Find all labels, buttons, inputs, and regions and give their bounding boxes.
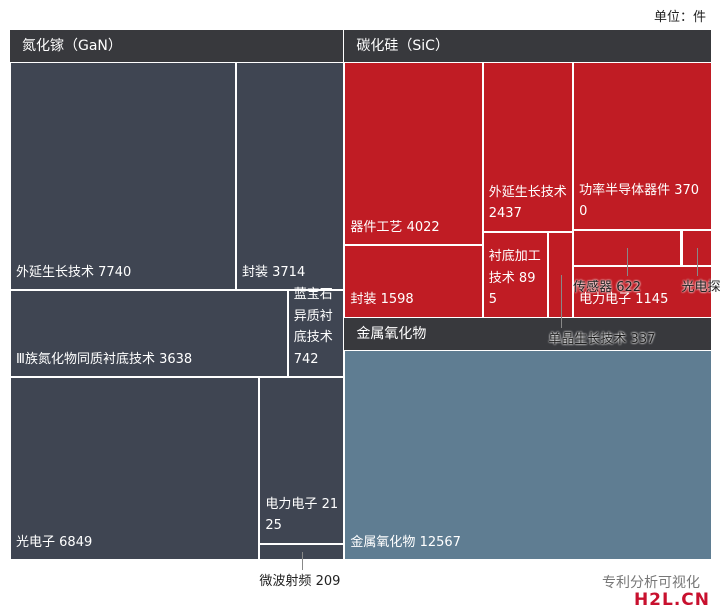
treemap-cell: 电力电子 1145	[573, 265, 712, 318]
cell-name: 传感器	[573, 279, 613, 295]
watermark: 专利分析可视化	[602, 575, 700, 591]
cell-name: 封装	[241, 264, 268, 280]
group-header: 金属氧化物	[344, 317, 712, 350]
group-header: 氮化镓（GaN）	[10, 30, 345, 62]
cell-value: 2125	[265, 496, 339, 534]
treemap-cell: 外延生长技术 2437	[482, 62, 574, 232]
cell-value: 895	[488, 270, 536, 308]
cell-value: 209	[315, 574, 341, 589]
cell-name: 光电子	[16, 534, 56, 550]
cell-label: 光电子 6849	[16, 532, 254, 553]
cell-name: 电力电子	[265, 496, 318, 512]
logo: H2L.CN	[633, 590, 710, 610]
cell-value: 3714	[272, 264, 306, 280]
treemap-cell: Ⅲ族氮化物同质衬底技术 3638	[10, 290, 288, 378]
treemap-cell: 电力电子 2125	[259, 377, 345, 544]
leader-line	[627, 247, 629, 276]
group-header: 碳化硅（SiC）	[344, 30, 712, 62]
treemap-cell: 封装 1598	[344, 245, 483, 318]
cell-value: 3638	[159, 351, 193, 367]
treemap-cell: 蓝宝石异质衬底技术 742	[287, 287, 345, 378]
cell-label: Ⅲ族氮化物同质衬底技术 3638	[16, 349, 283, 370]
cell-label: 电力电子 1145	[579, 289, 707, 310]
cell-label: 外延生长技术 2437	[489, 182, 568, 225]
cell-value: 1145	[635, 292, 669, 308]
treemap-cell: 封装 3714	[235, 62, 345, 290]
cell-label: 光电探测器 175	[682, 276, 720, 295]
cell-name: 单晶生长技术	[548, 331, 627, 347]
cell-label: 器件工艺 4022	[350, 217, 477, 238]
cell-value: 337	[630, 331, 656, 347]
treemap-cell: 金属氧化物 12567	[344, 349, 712, 560]
cell-value: 12567	[419, 534, 461, 550]
group: 氮化镓（GaN）	[10, 30, 345, 560]
cell-label: 功率半导体器件 3700	[579, 180, 707, 223]
treemap-cell	[573, 229, 682, 266]
treemap-cell: 外延生长技术 7740	[10, 62, 236, 290]
cell-label: 单晶生长技术 337	[548, 328, 655, 347]
cell-name: 电力电子	[579, 292, 632, 308]
cell-label: 传感器 622	[573, 276, 641, 295]
leader-line	[301, 551, 303, 570]
cell-label: 衬底加工技术 895	[489, 246, 544, 310]
leader-line	[560, 274, 562, 328]
cell-label: 外延生长技术 7740	[16, 262, 231, 283]
cell-label: 微波射频 209	[259, 570, 340, 589]
cell-label: 蓝宝石异质衬底技术 742	[294, 284, 340, 370]
group: 碳化硅（SiC）	[344, 30, 712, 318]
cell-value: 742	[293, 351, 319, 367]
cell-name: 封装	[350, 292, 377, 308]
cell-label: 金属氧化物 12567	[350, 532, 707, 553]
cell-name: 功率半导体器件	[579, 182, 671, 198]
group: 金属氧化物	[344, 317, 712, 560]
treemap-cell: 光电子 6849	[10, 377, 260, 560]
treemap-cell: 器件工艺 4022	[344, 62, 483, 246]
cell-name: 微波射频	[259, 574, 312, 589]
cell-value: 6849	[59, 534, 93, 550]
cell-value: 3700	[579, 182, 700, 220]
leader-line	[696, 247, 698, 276]
unit-label: 单位：件	[653, 10, 706, 25]
cell-value: 1598	[380, 292, 414, 308]
cell-name: 外延生长技术	[488, 185, 567, 201]
cell-value: 7740	[98, 264, 132, 280]
treemap-cell: 衬底加工技术 895	[482, 231, 549, 318]
cell-label: 电力电子 2125	[265, 494, 339, 537]
cell-name: 光电探测器	[681, 279, 720, 295]
cell-name: 器件工艺	[350, 219, 403, 235]
cell-value: 4022	[406, 219, 440, 235]
cell-value: 2437	[488, 206, 522, 222]
cell-label: 封装 1598	[350, 289, 477, 310]
treemap-cell: 功率半导体器件 3700	[573, 62, 712, 230]
cell-name: 蓝宝石异质衬底技术	[293, 287, 333, 346]
cell-name: 衬底加工技术	[488, 249, 541, 286]
treemap-cell	[681, 229, 712, 266]
cell-name: Ⅲ族氮化物同质衬底技术	[16, 351, 155, 367]
cell-name: 金属氧化物	[350, 534, 416, 550]
cell-name: 外延生长技术	[16, 264, 95, 280]
cell-value: 622	[616, 279, 642, 295]
cell-label: 封装 3714	[242, 262, 339, 283]
treemap-cell	[259, 543, 345, 560]
